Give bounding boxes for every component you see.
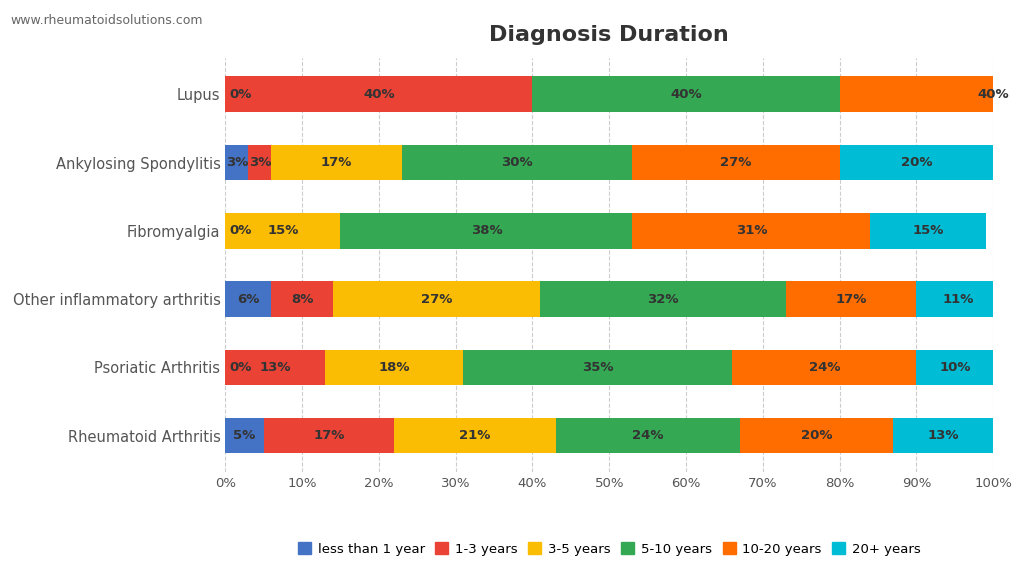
Text: 32%: 32% — [647, 293, 679, 306]
Bar — [394, 418, 555, 453]
Bar — [340, 213, 632, 249]
Text: 21%: 21% — [459, 429, 490, 442]
Text: 3%: 3% — [249, 156, 271, 169]
Bar — [632, 213, 870, 249]
Bar — [916, 281, 1000, 317]
Text: 35%: 35% — [582, 361, 613, 374]
Text: 27%: 27% — [720, 156, 752, 169]
Text: 8%: 8% — [291, 293, 313, 306]
Text: 15%: 15% — [267, 224, 299, 237]
Text: 15%: 15% — [912, 224, 944, 237]
Text: 0%: 0% — [229, 224, 252, 237]
Bar — [225, 350, 326, 385]
Text: 17%: 17% — [321, 156, 352, 169]
Text: 40%: 40% — [978, 88, 1009, 101]
Text: 24%: 24% — [809, 361, 840, 374]
Text: 0%: 0% — [229, 88, 252, 101]
Bar — [225, 77, 532, 112]
Text: 3%: 3% — [225, 156, 248, 169]
Text: 6%: 6% — [238, 293, 259, 306]
Text: 13%: 13% — [928, 429, 959, 442]
Bar — [271, 145, 401, 180]
Text: 10%: 10% — [939, 361, 971, 374]
Text: 20%: 20% — [901, 156, 932, 169]
Bar — [555, 418, 739, 453]
Bar — [893, 418, 993, 453]
Bar — [326, 350, 463, 385]
Bar — [225, 145, 248, 180]
Text: 13%: 13% — [259, 361, 291, 374]
Bar — [840, 77, 1024, 112]
Bar — [271, 281, 333, 317]
Bar — [401, 145, 632, 180]
Text: 30%: 30% — [502, 156, 532, 169]
Bar — [225, 418, 264, 453]
Bar — [732, 350, 916, 385]
Bar — [264, 418, 394, 453]
Bar — [870, 213, 985, 249]
Title: Diagnosis Duration: Diagnosis Duration — [489, 25, 729, 45]
Text: 18%: 18% — [379, 361, 410, 374]
Bar — [463, 350, 732, 385]
Text: 11%: 11% — [943, 293, 975, 306]
Text: 0%: 0% — [229, 361, 252, 374]
Bar — [786, 281, 916, 317]
Bar — [840, 145, 993, 180]
Legend: less than 1 year, 1-3 years, 3-5 years, 5-10 years, 10-20 years, 20+ years: less than 1 year, 1-3 years, 3-5 years, … — [293, 537, 926, 561]
Text: 40%: 40% — [671, 88, 701, 101]
Text: 40%: 40% — [364, 88, 394, 101]
Bar — [541, 281, 786, 317]
Text: 38%: 38% — [471, 224, 502, 237]
Bar — [333, 281, 541, 317]
Bar — [248, 145, 271, 180]
Bar — [739, 418, 893, 453]
Text: 31%: 31% — [735, 224, 767, 237]
Text: 24%: 24% — [632, 429, 664, 442]
Bar — [225, 213, 340, 249]
Text: 27%: 27% — [421, 293, 453, 306]
Bar — [225, 281, 271, 317]
Text: www.rheumatoidsolutions.com: www.rheumatoidsolutions.com — [10, 14, 203, 28]
Text: 17%: 17% — [836, 293, 867, 306]
Text: 20%: 20% — [801, 429, 833, 442]
Bar — [532, 77, 840, 112]
Text: 17%: 17% — [313, 429, 345, 442]
Text: 5%: 5% — [233, 429, 256, 442]
Bar — [632, 145, 840, 180]
Bar — [916, 350, 993, 385]
